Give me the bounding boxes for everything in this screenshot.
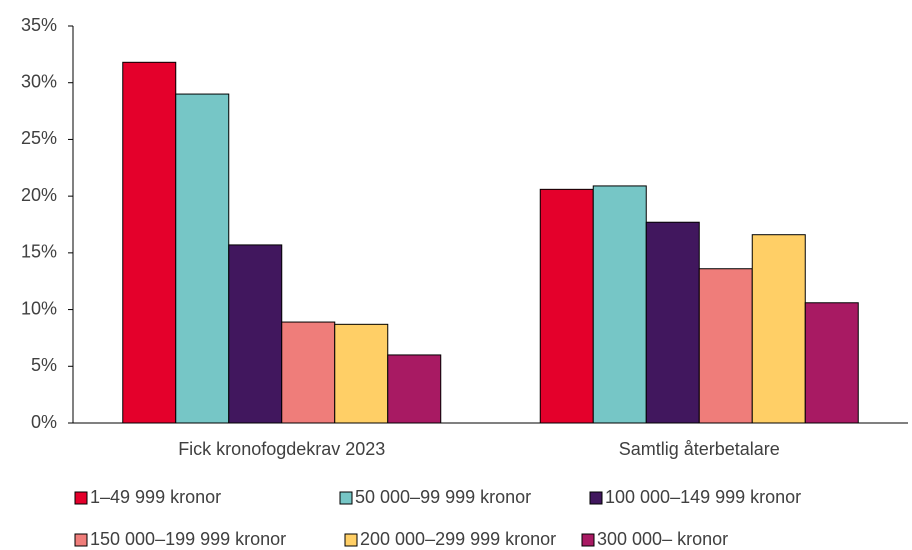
bar [387, 354, 442, 424]
legend-label: 100 000–149 999 kronor [605, 487, 801, 507]
y-tick-label: 20% [21, 185, 57, 205]
legend-label: 300 000– kronor [597, 529, 728, 549]
legend-label: 50 000–99 999 kronor [355, 487, 531, 507]
y-tick-label: 25% [21, 128, 57, 148]
y-tick-label: 10% [21, 298, 57, 318]
y-tick-label: 0% [31, 412, 57, 432]
bar [281, 321, 336, 424]
legend-swatch [344, 533, 358, 547]
legend-label: 1–49 999 kronor [90, 487, 221, 507]
legend-label: 150 000–199 999 kronor [90, 529, 286, 549]
bar [122, 61, 177, 424]
y-tick-label: 30% [21, 71, 57, 91]
bar [228, 244, 283, 424]
bar [645, 221, 700, 424]
bar [751, 234, 806, 424]
x-tick-label: Samtlig återbetalare [619, 439, 780, 459]
legend-swatch [581, 533, 595, 547]
legend-swatch [589, 491, 603, 505]
bar [592, 185, 647, 424]
legend-label: 200 000–299 999 kronor [360, 529, 556, 549]
bar [698, 268, 753, 424]
bar [539, 188, 594, 424]
bar [175, 93, 230, 424]
bar [334, 323, 389, 424]
y-tick-label: 15% [21, 242, 57, 262]
y-tick-label: 5% [31, 355, 57, 375]
legend-swatch [339, 491, 353, 505]
x-tick-label: Fick kronofogdekrav 2023 [178, 439, 385, 459]
legend-swatch [74, 491, 88, 505]
bar [804, 302, 859, 424]
legend-swatch [74, 533, 88, 547]
y-tick-label: 35% [21, 15, 57, 35]
